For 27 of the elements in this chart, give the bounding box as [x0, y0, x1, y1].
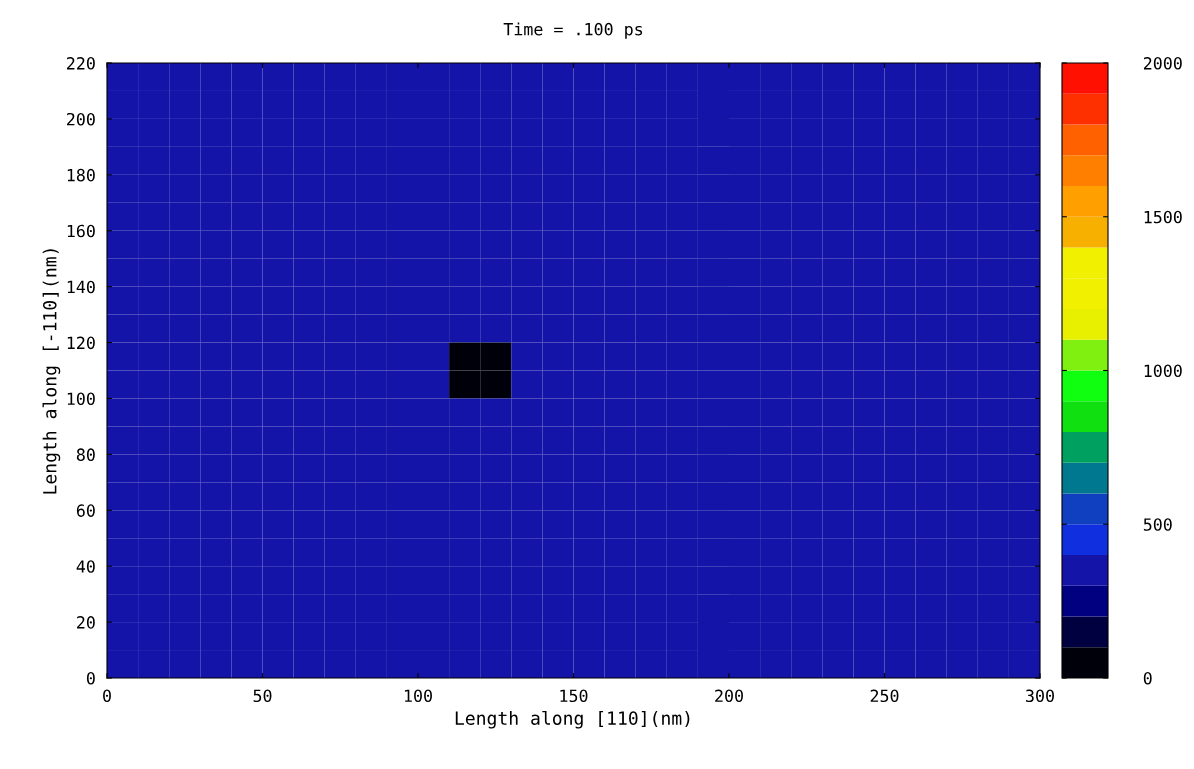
x-tick-label: 50	[253, 689, 272, 703]
color-bar-label: 0	[1143, 672, 1152, 685]
y-tick-label: 40	[76, 560, 95, 573]
y-tick-label: 120	[67, 336, 95, 350]
y-tick-label: 220	[67, 57, 95, 70]
y-tick-label: 140	[67, 280, 95, 294]
x-tick-label: 100	[404, 689, 432, 703]
x-tick-label: 300	[1026, 689, 1054, 703]
y-tick-label: 200	[67, 112, 95, 126]
x-tick-label: 150	[560, 689, 588, 703]
x-axis-title: Length along [110](nm)	[455, 710, 690, 729]
y-tick-label: 180	[67, 168, 95, 182]
y-tick-label: 100	[67, 392, 95, 406]
y-tick-label: 160	[67, 224, 95, 238]
y-tick-label: 60	[76, 504, 95, 517]
color-bar-label: 500	[1143, 518, 1172, 531]
y-tick-label: 80	[76, 448, 95, 461]
color-bar-label: 1000	[1144, 364, 1182, 378]
y-tick-label: 20	[77, 616, 95, 629]
chart-title: Time = .100 ps	[503, 22, 643, 39]
y-axis-title: Length along [-110](nm)	[42, 249, 61, 494]
x-tick-label: 0	[103, 689, 111, 703]
y-tick-label: 0	[86, 672, 95, 685]
x-tick-label: 250	[870, 689, 899, 703]
color-bar-label: 1500	[1144, 210, 1182, 224]
x-tick-label: 200	[715, 689, 743, 703]
color-bar-label: 2000	[1143, 57, 1182, 70]
